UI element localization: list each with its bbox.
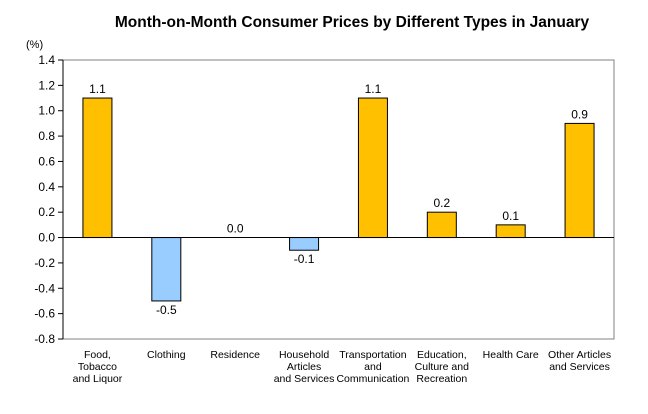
bar bbox=[151, 237, 182, 302]
category-label-line: and bbox=[364, 361, 382, 373]
category-label-line: and Services bbox=[549, 361, 610, 373]
bar bbox=[357, 97, 388, 239]
data-label: -0.1 bbox=[294, 252, 315, 266]
bar bbox=[564, 122, 595, 239]
category-label-line: Household bbox=[279, 349, 329, 361]
value-labels: 1.1 -0.5 0.0 -0.1 1.1 0.2 0.1 0.9 bbox=[89, 82, 588, 317]
category-label-line: and Liquor bbox=[73, 373, 123, 385]
y-tick-label: 0.6 bbox=[38, 154, 55, 168]
y-tick-label: -0.8 bbox=[34, 332, 55, 346]
y-tick-label: 0.2 bbox=[38, 205, 55, 219]
y-tick-label: 0.0 bbox=[38, 231, 55, 245]
category-label-line: Culture and bbox=[415, 361, 469, 373]
data-label: 0.0 bbox=[227, 222, 244, 236]
category-label-line: Transportation bbox=[339, 349, 406, 361]
y-tick-label: 0.8 bbox=[38, 129, 55, 143]
category-label-line: Communication bbox=[336, 373, 409, 385]
bar bbox=[495, 224, 526, 239]
data-label: 0.1 bbox=[502, 209, 519, 223]
bar bbox=[426, 211, 457, 239]
y-tick-label: -0.2 bbox=[34, 256, 55, 270]
category-label-line: Health Care bbox=[483, 349, 539, 361]
data-label: -0.5 bbox=[156, 303, 177, 317]
category-label-line: Education, bbox=[417, 349, 467, 361]
category-label-line: Articles bbox=[287, 361, 321, 373]
y-tick-label: 0.4 bbox=[38, 180, 55, 194]
y-tick-label: 1.4 bbox=[38, 53, 55, 67]
plot-frame bbox=[62, 59, 615, 340]
category-label: Residence bbox=[210, 349, 260, 361]
y-tick-label: -0.4 bbox=[34, 281, 55, 295]
data-label: 1.1 bbox=[365, 82, 382, 96]
data-label: 1.1 bbox=[89, 82, 106, 96]
bar bbox=[289, 237, 320, 251]
chart-title: Month-on-Month Consumer Prices by Differ… bbox=[115, 14, 590, 31]
category-label-line: and Services bbox=[274, 373, 335, 385]
y-tick-label: 1.2 bbox=[38, 78, 55, 92]
category-label: Clothing bbox=[147, 349, 186, 361]
data-label: 0.2 bbox=[433, 196, 450, 210]
data-label: 0.9 bbox=[571, 107, 588, 121]
y-ticks: 1.4 1.2 1.0 0.8 0.6 0.4 0.2 0.0 -0.2 -0.4 -0.6 -0.8 bbox=[34, 53, 63, 346]
category-label-line: Tobacco bbox=[78, 361, 117, 373]
y-tick-label: 1.0 bbox=[38, 104, 55, 118]
category-label-line: Residence bbox=[210, 349, 260, 361]
y-tick-label: -0.6 bbox=[34, 307, 55, 321]
category-label-line: Recreation bbox=[416, 373, 467, 385]
category-label-line: Other Articles bbox=[548, 349, 611, 361]
category-label-line: Food, bbox=[84, 349, 111, 361]
bars bbox=[82, 97, 595, 302]
bar bbox=[82, 97, 113, 239]
category-label-line: Clothing bbox=[147, 349, 186, 361]
category-label: Health Care bbox=[483, 349, 539, 361]
y-unit-label: (%) bbox=[26, 39, 43, 51]
